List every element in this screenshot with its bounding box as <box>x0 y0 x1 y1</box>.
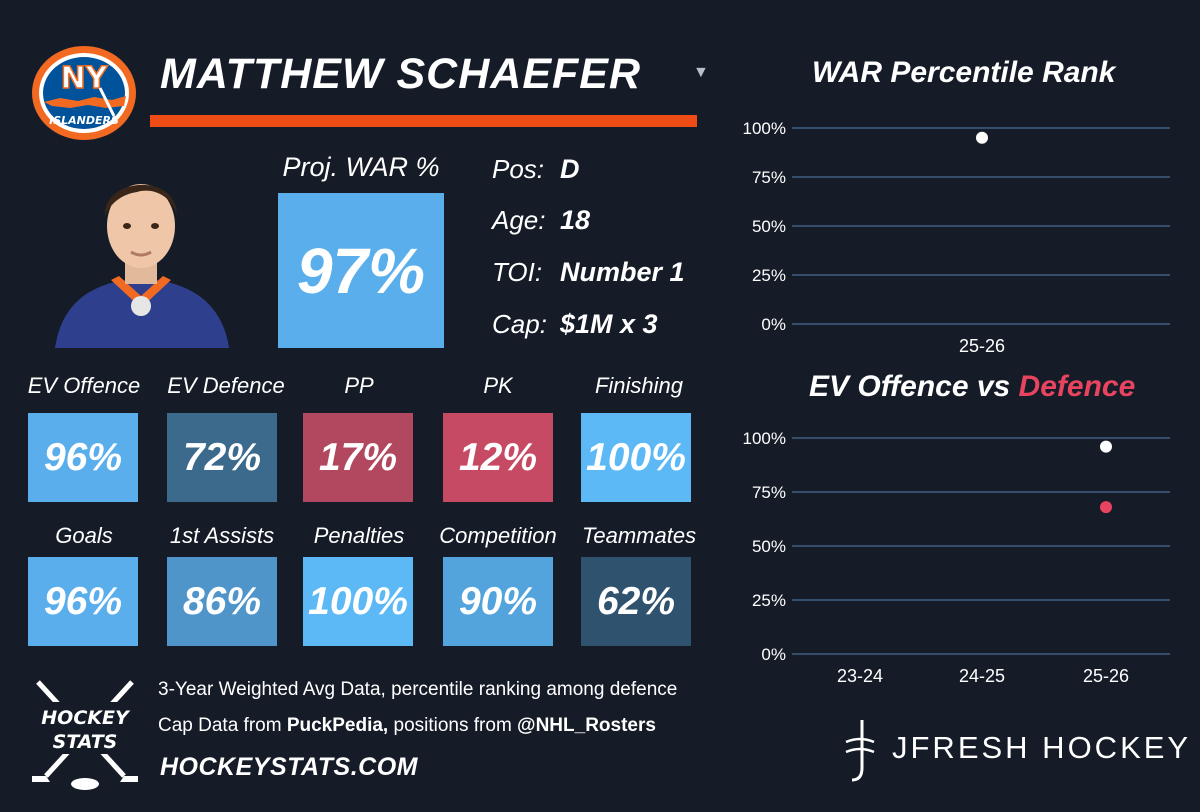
islanders-logo: NY ISLANDERS <box>32 46 136 140</box>
toi-label: TOI: <box>492 257 543 287</box>
footer-sources: Cap Data from PuckPedia, positions from … <box>158 715 656 736</box>
x-tick-label: 25-26 <box>1083 666 1129 686</box>
stat-box-goals: 96% <box>28 557 138 646</box>
data-point <box>976 131 988 144</box>
y-tick-label: 100% <box>743 119 786 138</box>
age-label: Age: <box>492 205 546 235</box>
stat-label-competition: Competition <box>439 523 557 548</box>
pos-label: Pos: <box>492 154 545 184</box>
y-tick-label: 0% <box>761 645 786 664</box>
stat-label-1st-assists: 1st Assists <box>169 523 275 548</box>
x-tick-label: 25-26 <box>959 336 1005 356</box>
ev-offence-defence-chart: 0% 25% 50% 75% 100% 23-24 24-25 25-26 <box>743 429 1170 686</box>
stat-label-ev-offence: EV Offence <box>27 373 141 398</box>
y-tick-label: 25% <box>752 591 786 610</box>
name-underline <box>150 115 697 127</box>
stat-box-competition: 90% <box>443 557 553 646</box>
footer-data-note: 3-Year Weighted Avg Data, percentile ran… <box>158 679 678 700</box>
pos-value: D <box>560 154 580 184</box>
ev-chart-title: EV Offence vs Defence <box>809 370 1136 403</box>
stat-label-teammates: Teammates <box>581 523 697 548</box>
x-tick-label: 24-25 <box>959 666 1005 686</box>
stat-box-teammates: 62% <box>581 557 691 646</box>
stat-label-goals: Goals <box>55 523 113 548</box>
stat-label-finishing: Finishing <box>594 373 684 398</box>
player-headshot <box>45 158 237 348</box>
stat-label-penalties: Penalties <box>313 523 405 548</box>
chevron-down-icon[interactable]: ▼ <box>693 64 709 81</box>
war-percentile-chart: 0% 25% 50% 75% 100% 25-26 <box>743 119 1170 356</box>
age-value: 18 <box>560 205 591 235</box>
toi-value: Number 1 <box>560 257 685 287</box>
svg-text:ISLANDERS: ISLANDERS <box>49 114 119 127</box>
war-chart-title: WAR Percentile Rank <box>812 56 1116 89</box>
hockeystats-logo: HOCKEY STATS <box>30 680 140 790</box>
stat-box-penalties: 100% <box>303 557 413 646</box>
y-tick-label: 100% <box>743 429 786 448</box>
proj-war-label: Proj. WAR % <box>282 152 440 182</box>
jfresh-hockey-brand: JFRESH HOCKEY <box>892 730 1192 765</box>
x-tick-label: 23-24 <box>837 666 883 686</box>
jfresh-logo-icon <box>845 720 875 782</box>
stat-label-pp: PP <box>344 373 374 398</box>
stat-box-1st-assists: 86% <box>167 557 277 646</box>
hockeystats-url[interactable]: HOCKEYSTATS.COM <box>160 753 418 781</box>
nhl-rosters-link[interactable]: @NHL_Rosters <box>517 715 656 736</box>
svg-text:NY: NY <box>61 61 109 96</box>
stat-box-pp: 17% <box>303 413 413 502</box>
stat-label-ev-defence: EV Defence <box>167 373 285 398</box>
stat-box-ev-offence: 96% <box>28 413 138 502</box>
y-tick-label: 25% <box>752 266 786 285</box>
data-point <box>1100 501 1112 514</box>
stat-box-pk: 12% <box>443 413 553 502</box>
cap-value: $1M x 3 <box>560 309 658 339</box>
player-name: MATTHEW SCHAEFER <box>160 50 642 98</box>
data-point <box>1100 440 1112 453</box>
cap-label: Cap: <box>492 309 547 339</box>
stat-label-pk: PK <box>483 373 513 398</box>
y-tick-label: 50% <box>752 217 786 236</box>
proj-war-value: 97% <box>278 193 444 348</box>
svg-text:STATS: STATS <box>53 731 118 753</box>
stat-box-finishing: 100% <box>581 413 691 502</box>
svg-text:HOCKEY: HOCKEY <box>41 707 131 729</box>
y-tick-label: 0% <box>761 315 786 334</box>
stat-box-ev-defence: 72% <box>167 413 277 502</box>
y-tick-label: 75% <box>752 168 786 187</box>
y-tick-label: 50% <box>752 537 786 556</box>
y-tick-label: 75% <box>752 483 786 502</box>
puckpedia-link[interactable]: PuckPedia, <box>286 715 389 736</box>
